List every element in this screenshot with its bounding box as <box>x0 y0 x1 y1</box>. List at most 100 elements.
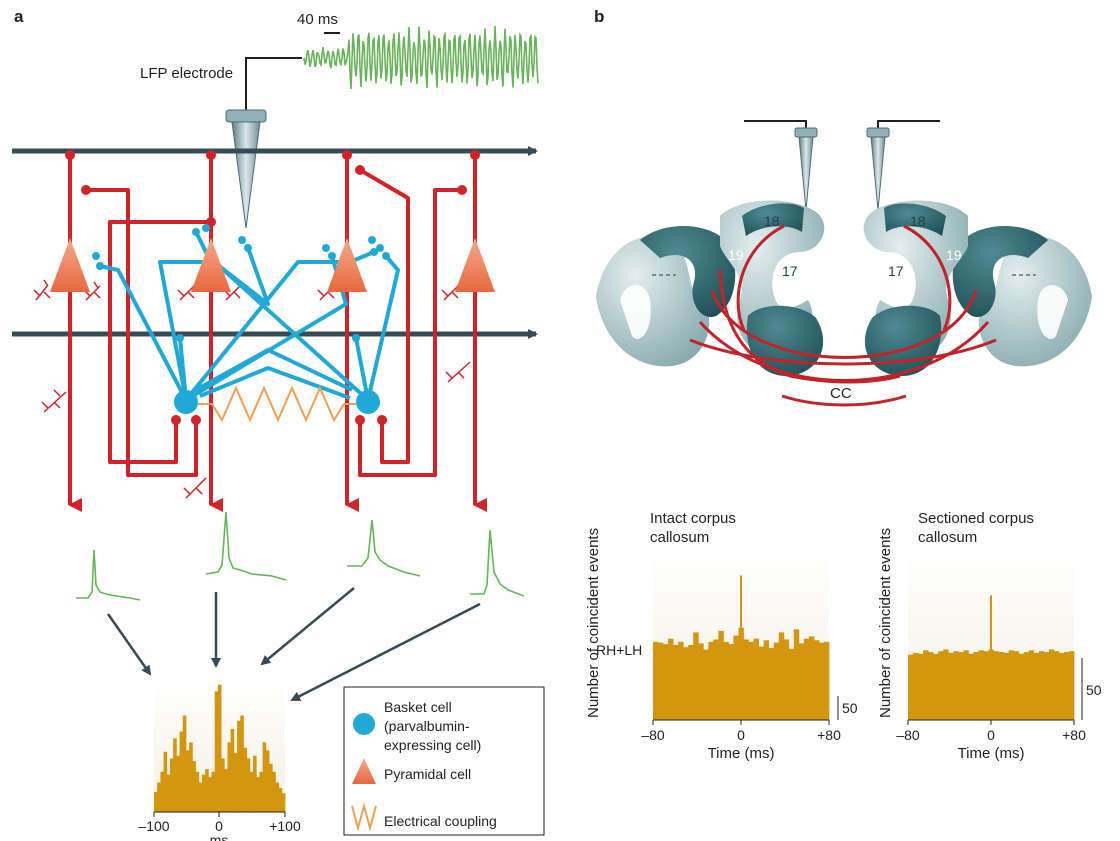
histogram-bar <box>968 653 974 720</box>
lfp-trace: 40 ms <box>297 11 539 90</box>
lfp-electrode-label: LFP electrode <box>140 65 233 82</box>
histogram-bar <box>773 642 780 720</box>
convergence-arrows <box>106 587 481 702</box>
histogram-bar <box>678 641 684 720</box>
histogram-bar <box>233 753 238 812</box>
histogram-bar <box>1008 650 1015 720</box>
histogram-bar <box>763 640 770 720</box>
histogram-bar <box>1018 653 1025 720</box>
histogram-bars-sectioned <box>908 595 1075 720</box>
histogram-bar <box>163 751 168 812</box>
histogram-bar <box>733 635 739 720</box>
area-label-left-18: 18 <box>764 213 780 229</box>
histogram-bar <box>221 758 225 812</box>
histogram-bar <box>173 738 177 812</box>
histogram-bar <box>160 771 164 812</box>
histogram-bar <box>265 750 270 812</box>
area-label-right-17: 17 <box>888 263 904 279</box>
chart-sectioned-title-2: callosum <box>918 529 977 546</box>
xtick-a-min: –100 <box>138 818 169 834</box>
histogram-bar <box>953 651 959 720</box>
histogram-bar <box>713 639 719 720</box>
histogram-bar <box>1068 651 1075 720</box>
chart-sectioned-ylabel: Number of coincident events <box>877 528 894 718</box>
histogram-bar <box>281 793 286 812</box>
histogram-bar <box>973 652 979 720</box>
histogram-bar <box>246 758 251 812</box>
histogram-bar <box>718 630 724 720</box>
histogram-bar <box>237 720 241 812</box>
chart-intact-title-2: callosum <box>650 529 709 546</box>
panel-a-label: a <box>14 7 24 26</box>
histogram-bar <box>166 774 171 812</box>
histogram-bar <box>993 651 999 720</box>
histogram-bar <box>278 787 283 812</box>
histogram-bar <box>653 641 659 720</box>
legend-basket-line-1: Basket cell <box>384 699 452 715</box>
scale-bar-intact-label: 50 <box>842 700 858 716</box>
electrode-pair-icon <box>744 120 940 211</box>
histogram-bar <box>703 649 709 720</box>
xlabel-intact: Time (ms) <box>708 745 775 762</box>
histogram-bar <box>185 750 190 812</box>
histogram-bar <box>240 715 244 812</box>
spike-traces <box>76 511 525 601</box>
xtick-a-max: +100 <box>269 818 301 834</box>
histogram-bar <box>249 771 254 812</box>
histogram-bar <box>933 653 939 720</box>
histogram-bar <box>753 638 759 720</box>
area-label-right-19: 19 <box>946 247 962 263</box>
histogram-bars-intact <box>653 575 830 720</box>
histogram-bar <box>269 763 273 812</box>
histogram-bar <box>758 646 765 720</box>
legend: Basket cell (parvalbumin- expressing cel… <box>343 686 545 836</box>
histogram-bar <box>208 777 212 812</box>
xtick-intact-max: +80 <box>817 727 841 743</box>
histogram-bar <box>908 654 914 720</box>
xtick-a-zero: 0 <box>215 818 223 834</box>
histogram-bar <box>723 641 729 720</box>
histogram-bar <box>198 782 203 812</box>
legend-pyramidal-cell-icon <box>352 758 376 784</box>
histogram-bar <box>818 642 825 720</box>
histogram-bar <box>157 782 161 812</box>
scale-bar-sectioned-label: 50 <box>1086 682 1102 698</box>
histogram-bar <box>272 771 276 812</box>
histogram-bar <box>668 638 674 720</box>
histogram-bar <box>658 642 664 720</box>
histogram-bar <box>1028 650 1035 720</box>
pyramidal-axons <box>68 153 487 512</box>
histogram-bar <box>673 644 679 720</box>
histogram-bar <box>1033 652 1040 720</box>
histogram-bar <box>983 651 989 720</box>
histogram-bar <box>211 771 216 812</box>
histogram-bar <box>788 648 795 720</box>
chart-intact-annotation: RH+LH <box>596 642 642 658</box>
histogram-bar <box>743 639 749 720</box>
afferent-arrows <box>12 146 538 339</box>
basket-cell-icon <box>174 390 380 414</box>
histogram-bar <box>1053 651 1060 720</box>
histogram-bars-a <box>154 684 286 812</box>
legend-basket-cell-icon <box>353 713 375 735</box>
histogram-bar <box>783 639 790 720</box>
histogram-bar <box>256 777 260 812</box>
xtick-sectioned-zero: 0 <box>987 727 995 743</box>
panel-a: a 40 ms LFP electrode <box>12 7 545 841</box>
legend-electrical-label: Electrical coupling <box>384 813 497 829</box>
histogram-bar <box>224 769 228 812</box>
histogram-bar <box>803 638 810 720</box>
histogram-bar <box>195 771 200 812</box>
histogram-bar <box>793 629 800 720</box>
histogram-bar <box>259 771 264 812</box>
chart-intact-title-1: Intact corpus <box>650 510 736 527</box>
basket-cell-axons <box>99 231 400 402</box>
histogram-bar <box>201 774 206 812</box>
histogram-bar <box>154 791 158 812</box>
histogram-bar <box>693 632 699 720</box>
histogram-bar <box>262 742 267 812</box>
xtick-sectioned-min: –80 <box>896 727 920 743</box>
histogram-bar <box>1003 652 1010 720</box>
histogram-bar <box>1063 652 1070 720</box>
chart-intact-ylabel: Number of coincident events <box>585 528 602 718</box>
